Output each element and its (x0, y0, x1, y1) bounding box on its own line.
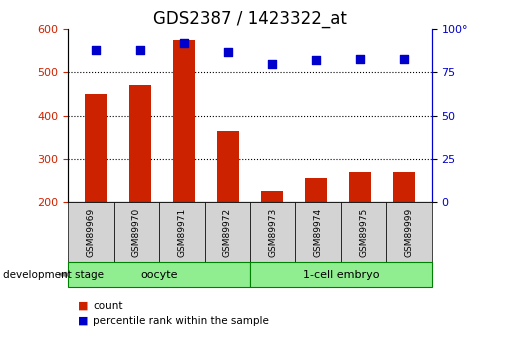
Title: GDS2387 / 1423322_at: GDS2387 / 1423322_at (153, 10, 347, 28)
Point (268, 61, 276, 67)
Text: GSM89999: GSM89999 (405, 207, 414, 257)
Point (312, 58, 320, 63)
Text: ■: ■ (78, 301, 89, 311)
Bar (173, 40, 195, 202)
Text: GSM89969: GSM89969 (86, 207, 95, 257)
Point (92, 47, 100, 53)
Text: development stage: development stage (3, 270, 104, 279)
Text: ■: ■ (78, 316, 89, 325)
Text: GSM89971: GSM89971 (177, 207, 186, 257)
Point (356, 56, 364, 61)
Bar (85, 94, 107, 202)
Point (180, 40, 188, 46)
Point (136, 47, 144, 53)
Point (224, 49, 232, 55)
Text: oocyte: oocyte (140, 270, 178, 279)
Point (400, 56, 408, 61)
Text: GSM89970: GSM89970 (132, 207, 141, 257)
Bar (217, 131, 239, 202)
Bar (261, 191, 283, 202)
Text: GSM89973: GSM89973 (268, 207, 277, 257)
Text: percentile rank within the sample: percentile rank within the sample (93, 316, 269, 325)
Text: GSM89972: GSM89972 (223, 207, 232, 257)
Text: GSM89975: GSM89975 (359, 207, 368, 257)
Text: GSM89974: GSM89974 (314, 207, 323, 257)
Bar (393, 172, 415, 202)
Bar (129, 85, 151, 202)
Text: count: count (93, 301, 123, 311)
Bar (305, 178, 327, 202)
Bar (349, 172, 371, 202)
Text: 1-cell embryo: 1-cell embryo (302, 270, 379, 279)
